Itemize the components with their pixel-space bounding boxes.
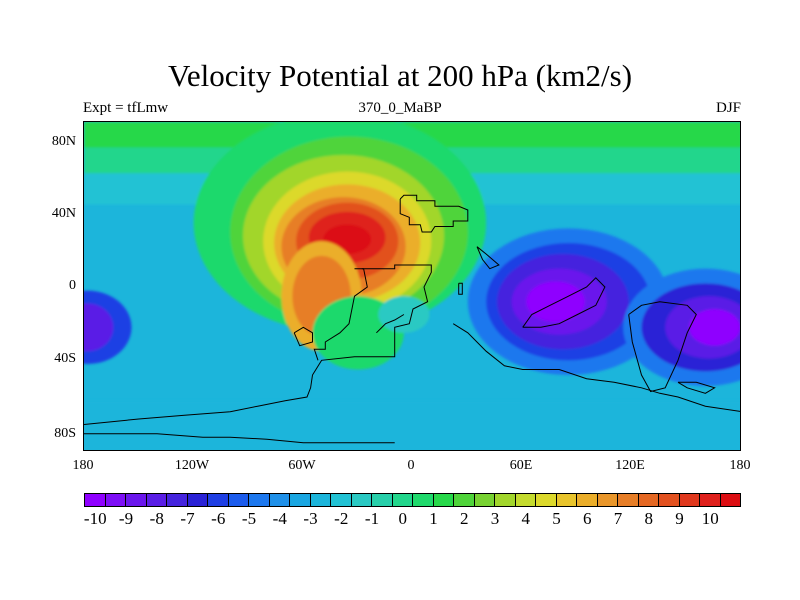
colorbar-swatch	[637, 493, 659, 507]
colorbar-swatch	[145, 493, 167, 507]
colorbar-label: -3	[303, 509, 318, 528]
colorbar-swatch	[473, 493, 495, 507]
colorbar-label: 6	[583, 509, 592, 528]
coast-island-east	[677, 381, 716, 394]
colorbar-swatch	[535, 493, 557, 507]
colorbar-label: 4	[521, 509, 531, 528]
lon-tick-120w: 120W	[174, 458, 210, 473]
lon-tick-180e: 180	[729, 458, 751, 473]
coast-inlet	[376, 314, 405, 334]
lon-tick-60e: 60E	[509, 458, 533, 473]
coast-antarctic	[84, 433, 395, 444]
filled-contours	[84, 122, 740, 450]
colorbar-swatch	[453, 493, 475, 507]
colorbar-swatch	[371, 493, 393, 507]
colorbar-swatch	[289, 493, 311, 507]
page-title: Velocity Potential at 200 hPa (km2/s)	[167, 58, 633, 93]
paleo-coastlines	[84, 194, 740, 444]
colorbar-label: 8	[644, 509, 654, 528]
colorbar-label: 10	[701, 509, 719, 528]
colorbar-swatch	[186, 493, 208, 507]
colorbar-label: -2	[334, 509, 349, 528]
negative-west-core	[526, 281, 585, 322]
season-label: DJF	[715, 100, 741, 116]
lon-tick-60w: 60W	[288, 458, 316, 473]
colorbar	[84, 493, 741, 507]
negative-east-core	[689, 309, 740, 346]
colorbar-label: 0	[398, 509, 408, 528]
colorbar-swatch	[432, 493, 454, 507]
coast-west-gondwana	[84, 264, 432, 425]
coast-west-margin	[313, 268, 368, 361]
time-period-label: 370_0_MaBP	[358, 100, 442, 116]
colorbar-swatch	[699, 493, 721, 507]
colorbar-swatch	[658, 493, 680, 507]
colorbar-swatch	[494, 493, 516, 507]
coast-island-west	[293, 326, 313, 347]
colorbar-swatch	[207, 493, 229, 507]
coast-north-block	[399, 194, 469, 233]
colorbar-swatch	[514, 493, 536, 507]
colorbar-swatch	[596, 493, 618, 507]
lat-tick-40s: 40S	[54, 351, 76, 366]
colorbar-label: -8	[149, 509, 164, 528]
coast-east-continent	[628, 301, 697, 393]
colorbar-swatch	[330, 493, 352, 507]
coast-island-northeast	[476, 246, 500, 270]
colorbar-swatch	[678, 493, 700, 507]
colorbar-swatch	[391, 493, 413, 507]
colorbar-label: -4	[272, 509, 287, 528]
lon-tick-120e: 120E	[615, 458, 645, 473]
colorbar-label: 1	[429, 509, 438, 528]
colorbar-swatch	[104, 493, 126, 507]
colorbar-label: -7	[180, 509, 195, 528]
colorbar-label: -5	[241, 509, 257, 528]
experiment-label: Expt = tfLmw	[83, 100, 169, 116]
colorbar-label: 5	[552, 509, 561, 528]
colorbar-label: 3	[490, 509, 500, 528]
colorbar-label: 2	[460, 509, 469, 528]
lat-tick-80s: 80S	[54, 426, 76, 441]
lon-tick-0: 0	[407, 458, 415, 473]
colorbar-swatch	[309, 493, 331, 507]
colorbar-swatch	[84, 493, 106, 507]
colorbar-swatch	[555, 493, 577, 507]
coast-south-east	[452, 323, 740, 412]
coast-island-small	[458, 282, 463, 295]
colorbar-label: -6	[211, 509, 226, 528]
colorbar-swatch	[576, 493, 598, 507]
colorbar-swatch	[227, 493, 249, 507]
colorbar-swatch	[166, 493, 188, 507]
colorbar-swatch	[268, 493, 290, 507]
colorbar-label: -9	[118, 509, 134, 528]
band-south-polar	[84, 400, 740, 450]
lon-tick-180w: 180	[72, 458, 94, 473]
negative-wrap-inner	[84, 303, 114, 352]
contour-map-svg	[84, 122, 740, 450]
colorbar-label: 9	[675, 509, 684, 528]
lat-tick-40n: 40N	[51, 206, 76, 221]
colorbar-label: -1	[364, 509, 380, 528]
colorbar-swatch	[248, 493, 270, 507]
colorbar-swatch	[412, 493, 434, 507]
colorbar-swatch	[719, 493, 741, 507]
colorbar-swatch	[350, 493, 372, 507]
colorbar-label: -10	[83, 509, 107, 528]
colorbar-swatch	[125, 493, 147, 507]
lat-tick-0: 0	[69, 278, 76, 293]
colorbar-swatch	[617, 493, 639, 507]
contour-map	[83, 121, 741, 451]
coast-east-block	[522, 277, 606, 328]
lat-tick-80n: 80N	[51, 134, 76, 149]
colorbar-label: 7	[613, 509, 623, 528]
